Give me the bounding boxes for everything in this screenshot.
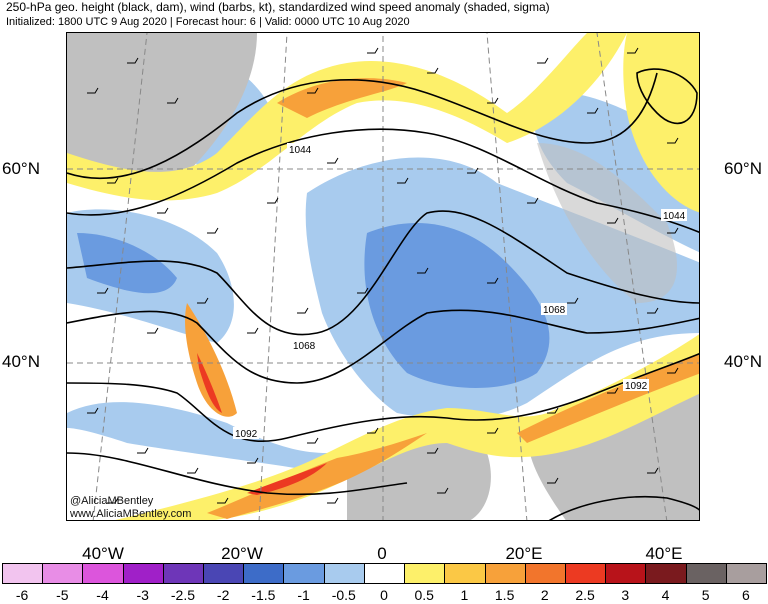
colorbar-label: 5 xyxy=(701,587,710,603)
pos-anomaly-east-south-jet-core xyxy=(517,353,699,443)
colorbar-label: -5 xyxy=(56,587,69,603)
colorbar-label: -2.5 xyxy=(170,587,195,603)
colorbar-label: 6 xyxy=(741,587,750,603)
contour-label: 1092 xyxy=(625,381,648,392)
map-graphic: 1044 1044 1068 1068 1092 1092 xyxy=(67,33,699,520)
contour-label: 1092 xyxy=(235,429,258,440)
colorbar-label: 4 xyxy=(661,587,670,603)
lon-label: 40°W xyxy=(82,544,124,563)
colorbar-label: -1.5 xyxy=(251,587,276,603)
lon-label: 20°E xyxy=(505,544,543,563)
lat-label-60n-right: 60°N xyxy=(724,159,762,178)
colorbar-label: -6 xyxy=(15,587,29,603)
map-title: 250-hPa geo. height (black, dam), wind (… xyxy=(6,0,550,14)
colorbar-swatch xyxy=(685,563,727,584)
lat-label-60n-left: 60°N xyxy=(2,159,40,178)
colorbar-swatch xyxy=(2,563,44,584)
colorbar-swatch xyxy=(122,563,164,584)
colorbar-swatch xyxy=(524,563,566,584)
colorbar-label: 2.5 xyxy=(575,587,595,603)
lon-label: 40°E xyxy=(645,544,683,563)
pos-anomaly-trough xyxy=(185,303,237,417)
colorbar-swatch xyxy=(444,563,486,584)
colorbar-label: -4 xyxy=(96,587,109,603)
credit-website: www.AliciaMBentley.com xyxy=(70,508,192,520)
colorbar-label: 3 xyxy=(621,587,630,603)
contour-label: 1068 xyxy=(293,341,316,352)
colorbar-label: 0 xyxy=(380,587,388,603)
pos-anomaly-south-jet-core xyxy=(207,433,427,519)
colorbar-swatch xyxy=(323,563,365,584)
credit-handle: @AliciaMBentley xyxy=(70,495,154,507)
colorbar-swatch xyxy=(82,563,124,584)
colorbar-swatch xyxy=(605,563,647,584)
neg-anomaly-europe-core xyxy=(364,223,550,388)
colorbar-label: -1 xyxy=(297,587,310,603)
colorbar-swatch xyxy=(645,563,687,584)
height-contours xyxy=(67,68,699,520)
lon-label: 0 xyxy=(377,544,387,563)
wind-barbs xyxy=(87,47,679,504)
colorbar-swatch xyxy=(564,563,607,584)
colorbar-swatch xyxy=(484,563,526,584)
map-subtitle: Initialized: 1800 UTC 9 Aug 2020 | Forec… xyxy=(6,16,410,28)
pos-anomaly-trough-core xyxy=(197,353,222,413)
lat-label-40n-right: 40°N xyxy=(724,352,762,371)
pos-anomaly-north-jet-core xyxy=(277,78,407,118)
colorbar-label: -0.5 xyxy=(331,587,356,603)
colorbar-label: 1.5 xyxy=(494,587,515,603)
pos-anomaly-north-jet xyxy=(67,33,627,201)
contour-label-group: 1044 1044 1068 1068 1092 1092 xyxy=(233,143,687,440)
colorbar-label: 1 xyxy=(460,587,469,603)
land-greenland xyxy=(67,33,257,184)
colorbar-swatch xyxy=(243,563,285,584)
pos-anomaly-south-jet-max xyxy=(247,463,327,495)
lon-label: 20°W xyxy=(221,544,263,563)
colorbar-swatch xyxy=(42,563,84,584)
map-panel: 1044 1044 1068 1068 1092 1092 xyxy=(66,32,700,521)
colorbar-label: -3 xyxy=(136,587,149,603)
colorbar-swatch xyxy=(363,563,406,584)
colorbar-swatch xyxy=(725,563,767,584)
colorbar xyxy=(0,563,768,585)
colorbar-label: 2 xyxy=(540,587,549,603)
colorbar-swatch xyxy=(404,563,446,584)
colorbar-label: -2 xyxy=(216,587,230,603)
colorbar-swatch xyxy=(162,563,205,584)
colorbar-swatch xyxy=(203,563,245,584)
colorbar-label: 0.5 xyxy=(414,587,434,603)
colorbar-swatch xyxy=(283,563,325,584)
contour-label: 1044 xyxy=(289,145,312,156)
contour-label: 1044 xyxy=(663,211,686,222)
contour-label: 1068 xyxy=(543,305,566,316)
pos-anomaly-south-jet xyxy=(115,334,699,520)
pos-anomaly-east-jet xyxy=(623,33,699,213)
neg-anomaly-subtropics xyxy=(67,402,327,473)
lat-label-40n-left: 40°N xyxy=(2,352,40,371)
